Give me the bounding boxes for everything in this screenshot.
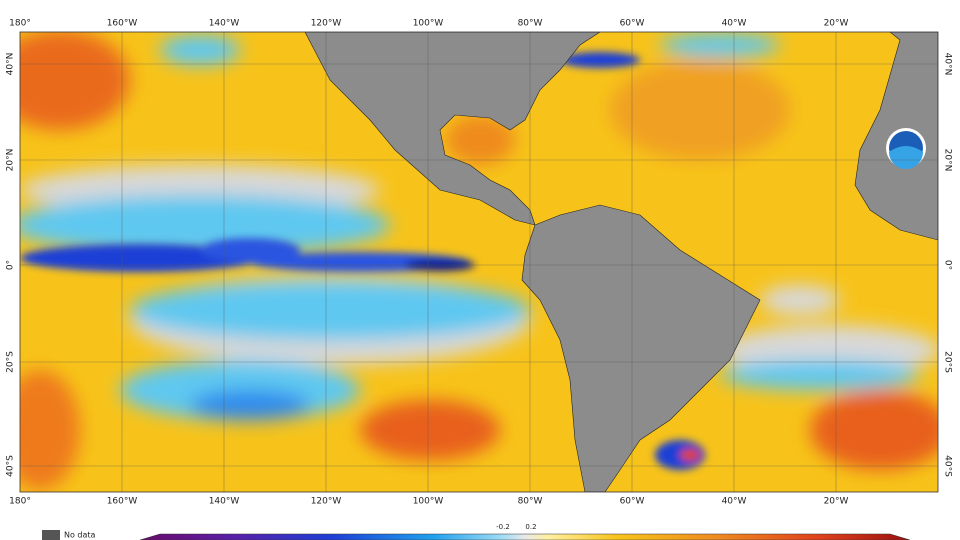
map-frame [19, 31, 939, 493]
coordinate-labels: 180° 180° 160°W 160°W 140°W 140°W 120°W 120°W 10… [6, 19, 953, 507]
lon-label-bottom: 180° [9, 497, 31, 507]
legend: No data -0.2 0.2 [42, 523, 911, 540]
colorbar [139, 533, 911, 540]
lon-label-bottom: 40°W [722, 497, 747, 507]
lon-label-bottom: 120°W [311, 497, 342, 507]
lon-label-top: 120°W [311, 19, 342, 29]
lon-label-top: 100°W [413, 19, 444, 29]
noaa-logo [886, 128, 926, 169]
lat-label-right: 20°S [943, 351, 953, 373]
lon-label-bottom: 100°W [413, 497, 444, 507]
anomaly-field [20, 32, 938, 490]
land-north-america [304, 32, 601, 226]
lat-label-right: 20°N [943, 149, 953, 172]
colorbar-tick-label: 0.2 [525, 523, 536, 531]
lon-label-top: 40°W [722, 19, 747, 29]
colorbar-tick-label: -0.2 [496, 523, 510, 531]
no-data-label: No data [64, 531, 96, 540]
lon-label-bottom: 20°W [824, 497, 849, 507]
lon-label-bottom: 160°W [107, 497, 138, 507]
lon-label-top: 60°W [620, 19, 645, 29]
lon-label-top: 20°W [824, 19, 849, 29]
sst-map [20, 32, 938, 492]
lat-label-left: 20°N [6, 149, 16, 172]
lon-label-top: 160°W [107, 19, 138, 29]
land-south-america [521, 204, 761, 492]
lon-label-bottom: 60°W [620, 497, 645, 507]
lon-label-bottom: 80°W [518, 497, 543, 507]
no-data-swatch [42, 530, 60, 540]
lat-label-left: 0° [6, 260, 16, 270]
lon-label-bottom: 140°W [209, 497, 240, 507]
lon-label-top: 180° [9, 19, 31, 29]
lat-label-right: 0° [943, 260, 953, 270]
lon-label-top: 80°W [518, 19, 543, 29]
lon-label-top: 140°W [209, 19, 240, 29]
lat-label-left: 40°S [6, 455, 16, 477]
lat-label-left: 20°S [6, 351, 16, 373]
lat-label-right: 40°N [943, 53, 953, 76]
lat-label-left: 40°N [6, 53, 16, 76]
lat-label-right: 40°S [943, 455, 953, 477]
graticule [20, 32, 938, 492]
